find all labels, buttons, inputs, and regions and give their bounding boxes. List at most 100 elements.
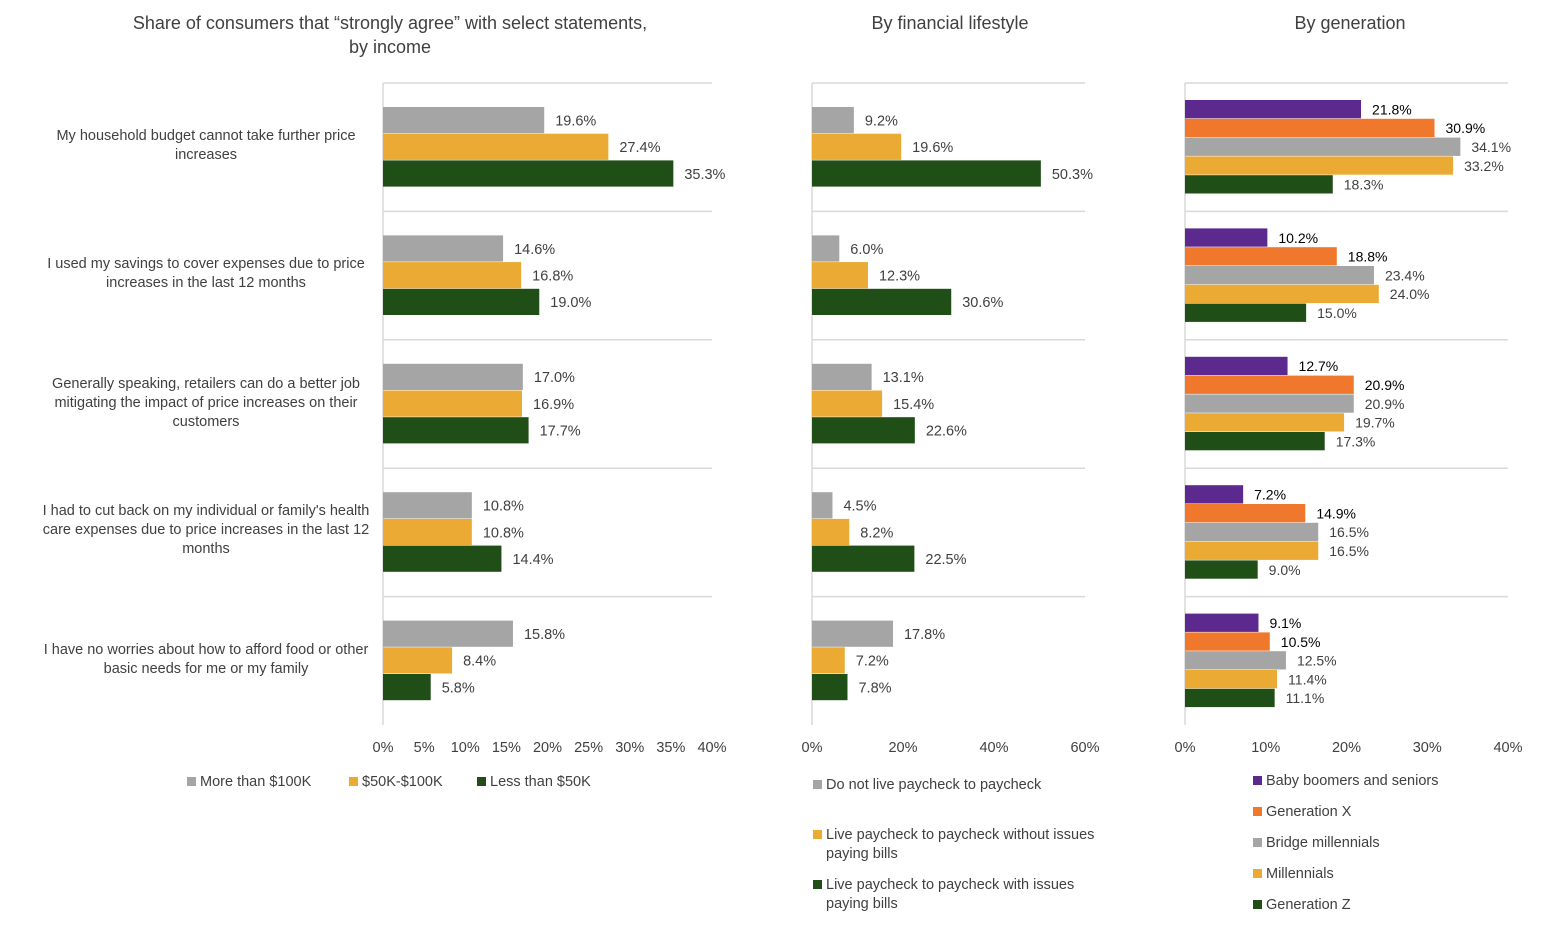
legend-item: Live paycheck to paycheck without issues… xyxy=(813,826,1116,864)
category-label: I have no worries about how to afford fo… xyxy=(43,642,369,677)
data-label: 16.5% xyxy=(1329,524,1369,540)
data-label: 8.4% xyxy=(463,654,496,670)
bar xyxy=(1185,100,1362,119)
legend-swatch xyxy=(1253,807,1262,816)
legend-swatch xyxy=(349,777,358,786)
bar xyxy=(812,133,902,160)
bar xyxy=(1185,303,1307,322)
x-tick-label: 10% xyxy=(451,740,480,756)
legend-label: Millennials xyxy=(1266,866,1334,882)
category-label: Generally speaking, retailers can do a b… xyxy=(52,375,360,430)
data-label: 16.5% xyxy=(1329,543,1369,559)
bar xyxy=(1185,688,1275,708)
bar xyxy=(812,417,915,444)
data-label: 50.3% xyxy=(1052,167,1093,183)
data-label: 10.8% xyxy=(483,499,524,515)
data-label: 33.2% xyxy=(1464,158,1504,174)
bar xyxy=(383,674,431,701)
bar xyxy=(383,492,472,519)
bar xyxy=(812,492,833,519)
data-label: 14.9% xyxy=(1316,505,1356,521)
category-label: I had to cut back on my individual or fa… xyxy=(42,502,370,557)
bar xyxy=(812,518,850,546)
bar xyxy=(1185,670,1278,689)
data-label: 17.7% xyxy=(540,424,581,440)
data-label: 35.3% xyxy=(684,167,725,183)
bar xyxy=(383,288,540,315)
x-tick-label: 0% xyxy=(802,740,823,756)
x-tick-label: 35% xyxy=(656,740,685,756)
legend-label: Generation Z xyxy=(1266,897,1351,913)
legend-swatch xyxy=(813,880,822,889)
legend-swatch xyxy=(187,777,196,786)
data-label: 22.6% xyxy=(926,424,967,440)
legend-swatch xyxy=(1253,869,1262,878)
bar xyxy=(1185,375,1354,394)
bar xyxy=(1185,247,1337,266)
legend-label: Bridge millennials xyxy=(1266,835,1380,851)
bar xyxy=(812,674,848,701)
legend-label: Live paycheck to paycheck without issues… xyxy=(826,827,1095,862)
data-label: 24.0% xyxy=(1390,286,1430,302)
bar xyxy=(812,288,952,315)
bar xyxy=(812,390,883,417)
x-tick-label: 10% xyxy=(1251,740,1280,756)
data-label: 17.3% xyxy=(1336,433,1376,449)
bar xyxy=(1185,651,1286,670)
bar xyxy=(1185,266,1374,285)
data-label: 15.4% xyxy=(893,397,934,413)
x-tick-label: 20% xyxy=(533,740,562,756)
bar xyxy=(1185,156,1454,175)
bar xyxy=(1185,522,1319,542)
legend-swatch xyxy=(813,780,822,789)
data-label: 27.4% xyxy=(619,140,660,156)
legend-item: Generation Z xyxy=(1253,896,1351,915)
bar xyxy=(383,390,523,417)
x-tick-label: 5% xyxy=(414,740,435,756)
x-tick-label: 0% xyxy=(1175,740,1196,756)
legend-item: $50K-$100K xyxy=(349,773,443,792)
legend-label: Live paycheck to paycheck with issues pa… xyxy=(826,877,1075,912)
bar xyxy=(383,262,522,289)
data-label: 14.4% xyxy=(512,552,553,568)
data-label: 14.6% xyxy=(514,242,555,258)
data-label: 17.8% xyxy=(904,627,945,643)
income-chart-title: Share of consumers that “strongly agree”… xyxy=(60,11,720,59)
data-label: 20.9% xyxy=(1365,377,1405,393)
bar xyxy=(1185,432,1325,451)
bar xyxy=(1185,175,1333,194)
bar xyxy=(1185,613,1259,632)
data-label: 10.2% xyxy=(1278,230,1318,246)
legend-label: $50K-$100K xyxy=(362,774,443,790)
bar xyxy=(1185,485,1244,504)
legend-item: Millennials xyxy=(1253,865,1334,884)
x-tick-label: 20% xyxy=(1332,740,1361,756)
data-label: 16.8% xyxy=(532,268,573,284)
bar xyxy=(812,107,854,134)
bar xyxy=(1185,541,1319,560)
x-tick-label: 15% xyxy=(492,740,521,756)
data-label: 18.8% xyxy=(1348,249,1388,265)
bar xyxy=(1185,413,1345,432)
legend-item: Generation X xyxy=(1253,803,1351,822)
data-label: 20.9% xyxy=(1365,396,1405,412)
data-label: 30.6% xyxy=(962,295,1003,311)
legend-label: Generation X xyxy=(1266,804,1352,820)
data-label: 5.8% xyxy=(442,680,475,696)
data-label: 12.3% xyxy=(879,268,920,284)
bar xyxy=(812,545,915,572)
data-label: 15.0% xyxy=(1317,305,1357,321)
data-label: 21.8% xyxy=(1372,101,1412,117)
x-tick-label: 20% xyxy=(888,740,917,756)
income-title-line1: Share of consumers that “strongly agree”… xyxy=(132,13,648,33)
bar xyxy=(383,620,513,647)
lifestyle-chart-title: By financial lifestyle xyxy=(871,13,1029,33)
bar xyxy=(1185,632,1270,651)
data-label: 6.0% xyxy=(850,242,883,258)
bar xyxy=(1185,118,1435,138)
bar xyxy=(383,235,504,262)
data-label: 17.0% xyxy=(534,370,575,386)
bar xyxy=(812,363,872,390)
bar xyxy=(383,160,674,187)
bar xyxy=(1185,394,1354,413)
